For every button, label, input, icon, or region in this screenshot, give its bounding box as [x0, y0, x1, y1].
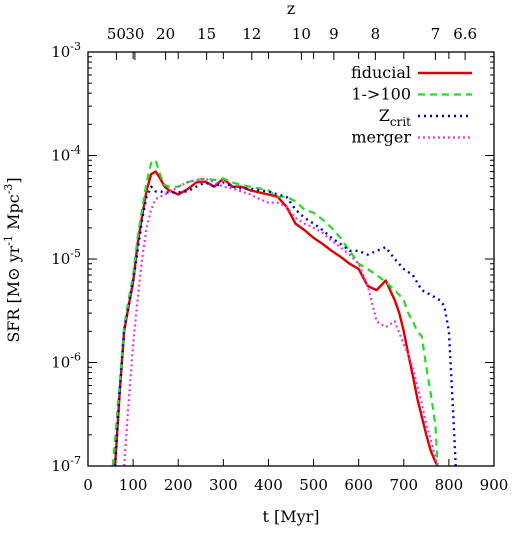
y-tick-exponent: -6	[70, 351, 81, 364]
x-tick-label: 300	[209, 476, 238, 494]
z-tick-label: 50	[107, 25, 126, 43]
z-tick-label: 8	[371, 25, 381, 43]
legend-label-main: merger	[351, 128, 411, 147]
x-tick-label: 800	[435, 476, 464, 494]
z-tick-label: 10	[292, 25, 311, 43]
y-tick-exponent: -7	[70, 454, 81, 467]
x-axis-title: t [Myr]	[262, 507, 319, 526]
y-tick-label: 10-4	[51, 144, 81, 165]
legend-label: fiducial	[351, 63, 411, 82]
y-tick-base: 10	[51, 147, 70, 165]
y-tick-base: 10	[51, 354, 70, 372]
y-tick-exponent: -4	[70, 144, 81, 157]
x-tick-label: 900	[480, 476, 509, 494]
x-tick-label: 600	[344, 476, 373, 494]
series-layer	[111, 159, 457, 466]
y-tick-label: 10-7	[51, 454, 81, 475]
z-tick-label: 9	[329, 25, 339, 43]
z-tick-label: 30	[125, 25, 144, 43]
y-axis-title-text: SFR [M⊙ yr-1 Mpc-3]	[2, 177, 23, 342]
legend-label: merger	[351, 128, 411, 147]
x-tick-label: 500	[299, 476, 328, 494]
y-tick-exponent: -5	[70, 247, 81, 260]
x-tick-label: 200	[164, 476, 193, 494]
y-axis-title: SFR [M⊙ yr-1 Mpc-3]	[2, 177, 23, 342]
y-tick-label: 10-5	[51, 247, 81, 268]
top-axis-title: z	[287, 0, 295, 18]
x-tick-label: 0	[83, 476, 93, 494]
series-line-merger	[123, 177, 439, 466]
legend-label-main: Z	[379, 106, 390, 125]
series-line-fiducial	[113, 170, 439, 466]
series-line-1-100	[111, 159, 439, 466]
z-tick-label: 6.6	[453, 25, 477, 43]
z-tick-label: 12	[242, 25, 261, 43]
legend-label-main: fiducial	[351, 63, 411, 82]
legend-label-sub: crit	[390, 115, 411, 129]
z-tick-label: 15	[197, 25, 216, 43]
x-tick-label: 400	[254, 476, 283, 494]
z-tick-label: 20	[156, 25, 175, 43]
ticks-layer: 0 100 200 300 400 500 600 700 800 900 50 30 20 15 12 10…	[51, 25, 508, 494]
y-tick-label: 10-3	[51, 40, 81, 61]
y-tick-base: 10	[51, 43, 70, 61]
x-tick-label: 700	[389, 476, 418, 494]
z-tick-label: 7	[431, 25, 441, 43]
y-tick-exponent: -3	[70, 40, 81, 53]
y-tick-base: 10	[51, 457, 70, 475]
legend-label: Zcrit	[379, 106, 411, 129]
y-tick-label: 10-6	[51, 351, 81, 372]
x-tick-label: 100	[119, 476, 148, 494]
legend-label-main: 1->100	[351, 85, 411, 104]
legend-label: 1->100	[351, 85, 411, 104]
y-tick-base: 10	[51, 250, 70, 268]
